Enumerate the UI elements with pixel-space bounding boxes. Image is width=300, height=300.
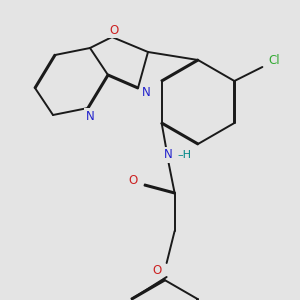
Text: N: N (164, 148, 173, 161)
Text: O: O (110, 23, 118, 37)
Text: Cl: Cl (268, 55, 280, 68)
Text: O: O (128, 175, 137, 188)
Text: –H: –H (178, 150, 192, 160)
Text: O: O (152, 265, 161, 278)
Text: N: N (142, 86, 150, 100)
Text: N: N (85, 110, 94, 122)
